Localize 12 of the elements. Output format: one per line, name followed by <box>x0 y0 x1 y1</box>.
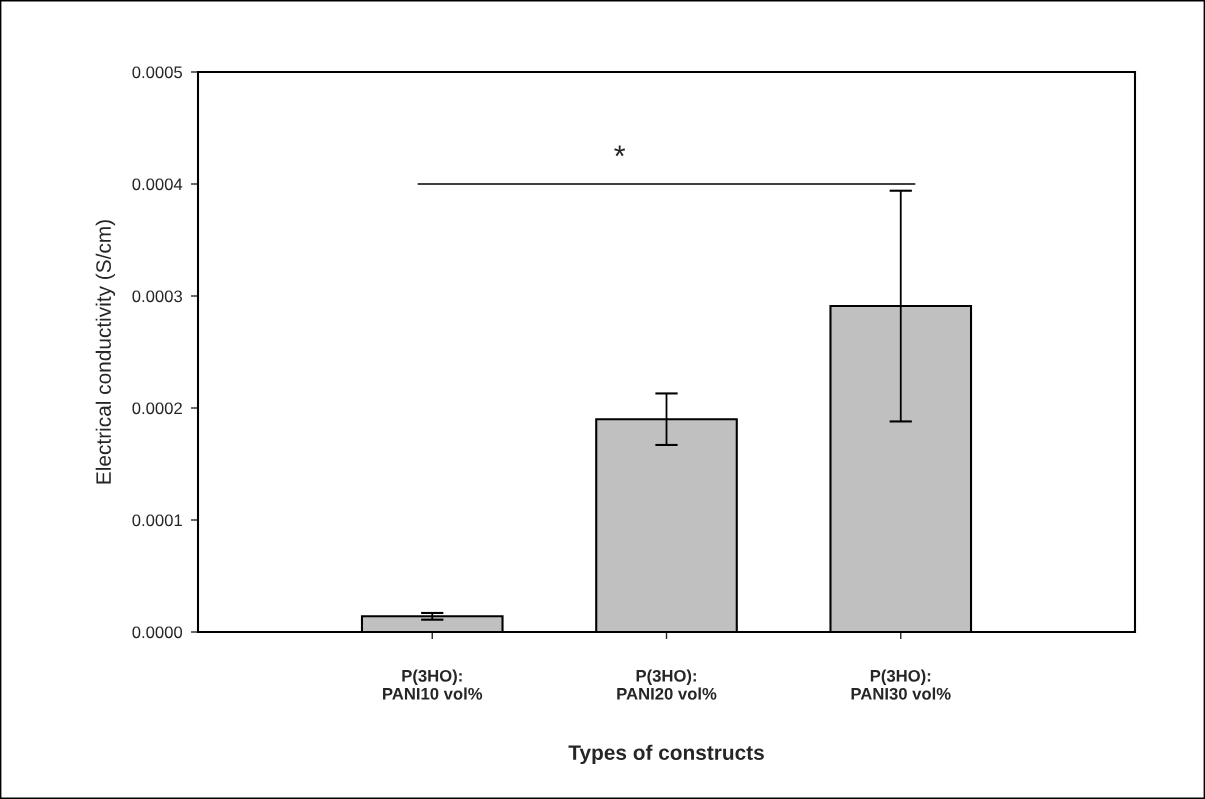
y-tick-label: 0.0003 <box>132 290 182 303</box>
y-tick-label: 0.0004 <box>132 178 183 191</box>
x-tick-label: P(3HO): PANI30 vol% <box>851 669 951 700</box>
y-tick-label: 0.0002 <box>132 402 182 415</box>
x-tick-label: P(3HO): PANI10 vol% <box>383 669 483 700</box>
y-tick-label: 0.0000 <box>132 626 183 639</box>
x-axis-title: Types of constructs <box>568 744 764 765</box>
y-axis-title: Electrical conductivity (S/cm) <box>95 220 116 484</box>
y-tick-label: 0.0005 <box>132 66 183 79</box>
y-tick-label: 0.0001 <box>132 514 182 527</box>
ref-line-label: * <box>614 145 626 157</box>
x-tick-label: P(3HO): PANI20 vol% <box>617 669 717 700</box>
